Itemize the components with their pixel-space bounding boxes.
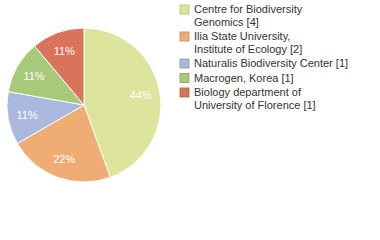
legend-label-line: Institute of Ecology [2] (194, 43, 302, 55)
data-label: 11% (23, 70, 44, 82)
legend-label-line: Macrogen, Korea [1] (194, 72, 294, 84)
legend-label-line: Naturalis Biodiversity Center [1] (194, 57, 348, 69)
legend: Centre for BiodiversityGenomics [4]Ilia … (180, 3, 348, 111)
legend-swatch (180, 5, 189, 14)
data-labels: 44% 22% 11% 11% 11% (17, 45, 153, 166)
data-label: 11% (17, 109, 38, 121)
legend-swatch (180, 59, 189, 68)
legend-label-line: Ilia State University, (194, 30, 290, 42)
legend-label-line: Biology department of (194, 86, 302, 98)
legend-swatch (180, 74, 189, 83)
legend-swatch (180, 32, 189, 41)
legend-label-line: Genomics [4] (194, 16, 259, 28)
legend-label: Centre for BiodiversityGenomics [4] (194, 3, 303, 28)
legend-label-line: Centre for Biodiversity (194, 3, 303, 15)
legend-label-line: University of Florence [1] (194, 99, 316, 111)
legend-label: Macrogen, Korea [1] (194, 72, 294, 84)
data-label: 11% (54, 45, 75, 57)
legend-swatch (180, 88, 189, 97)
data-label: 22% (53, 153, 75, 165)
pie-slice (35, 28, 84, 105)
legend-label: Ilia State University,Institute of Ecolo… (194, 30, 302, 55)
legend-label: Naturalis Biodiversity Center [1] (194, 57, 348, 69)
data-label: 44% (130, 89, 152, 101)
legend-label: Biology department ofUniversity of Flore… (194, 86, 316, 111)
chart: 44% 22% 11% 11% 11% Centre for BiodiversityGe… (0, 0, 380, 240)
pie (7, 28, 161, 182)
